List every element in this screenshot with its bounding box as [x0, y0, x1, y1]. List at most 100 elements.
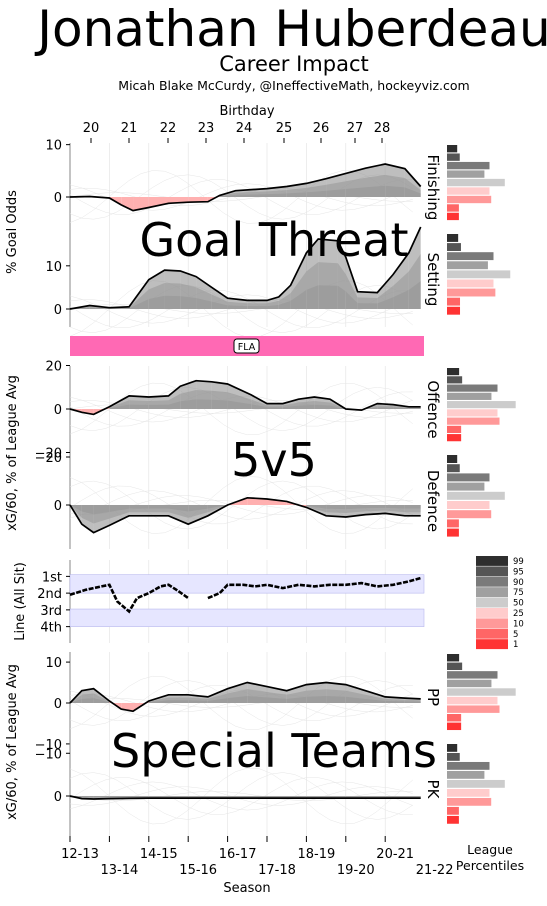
percentile-histogram-bar: [447, 688, 516, 696]
percentile-histogram-bar: [447, 779, 505, 788]
birthday-tick-label: 23: [198, 121, 215, 136]
percentile-histogram-bar: [447, 806, 459, 815]
background-percentile-line: [69, 290, 413, 329]
line-tick-label: 2nd: [37, 587, 62, 602]
legend-swatch: [476, 576, 508, 587]
season-tick-label: 16-17: [219, 847, 257, 862]
positive-band: [129, 505, 149, 516]
percentile-histogram-bar: [447, 788, 490, 797]
section-label-5v5: 5v5: [231, 433, 317, 487]
percentile-histogram-bar: [447, 376, 463, 384]
birthday-tick-label: 24: [236, 121, 253, 136]
negative-band: [121, 197, 134, 211]
legend-level-label: 25: [513, 609, 524, 619]
percentile-histogram-bar: [447, 714, 462, 722]
y-tick-label: 10: [45, 139, 62, 154]
positive-band: [148, 270, 165, 309]
positive-band: [196, 380, 212, 409]
percentile-histogram-bar: [447, 243, 461, 252]
y-tick-label: 20: [45, 360, 62, 375]
season-tick-label: 21-22: [416, 863, 454, 878]
positive-band: [251, 394, 267, 409]
line-deployment-series: [207, 576, 422, 600]
chart-subtitle: Career Impact: [219, 52, 368, 76]
positive-band: [81, 688, 94, 703]
impact-series-line: [69, 163, 422, 212]
percentile-histogram-bar: [447, 409, 498, 417]
birthday-tick-label: 20: [83, 121, 100, 136]
background-percentile-line: [69, 179, 413, 215]
percentile-histogram-bar: [447, 722, 462, 731]
percentile-histogram-bar: [447, 401, 516, 409]
background-percentile-line: [69, 280, 413, 338]
positive-band: [337, 240, 346, 309]
legend-level-label: 75: [513, 588, 524, 598]
positive-band: [345, 684, 366, 703]
panel-side-label: Finishing: [424, 155, 442, 221]
percentile-histogram-bar: [447, 368, 460, 376]
season-tick-label: 19-20: [337, 863, 375, 878]
percentile-histogram-bar: [447, 455, 458, 463]
y-tick-label: 0: [54, 303, 62, 318]
panel-side-label: Offence: [424, 380, 442, 438]
positive-band: [188, 505, 208, 525]
positive-band: [227, 383, 252, 409]
percentile-histogram-bar: [447, 187, 490, 195]
percentile-histogram-bar: [447, 279, 494, 288]
percentile-histogram-bar: [447, 752, 460, 761]
legend-level-label: 50: [513, 599, 524, 609]
positive-band: [168, 386, 181, 409]
season-tick-label: 12-13: [61, 847, 99, 862]
percentile-histogram-bar: [447, 261, 488, 270]
positive-band: [404, 168, 421, 197]
positive-band: [365, 164, 386, 197]
percentile-histogram-bar: [447, 178, 505, 187]
percentile-histogram-bar: [447, 501, 490, 509]
positive-band: [345, 168, 366, 197]
percentile-histogram-bar: [447, 392, 492, 400]
legend-swatch: [476, 556, 508, 566]
percentile-histogram-bar: [447, 425, 462, 433]
positive-band: [278, 285, 291, 309]
y-axis-label: xG/60, % of League Avg: [5, 375, 20, 531]
y-tick-label: 0: [54, 790, 62, 805]
season-tick-label: 20-21: [376, 847, 414, 862]
percentile-histogram-bar: [447, 671, 498, 679]
y-tick-label: 0: [54, 697, 62, 712]
y-tick-label: 0: [54, 403, 62, 418]
percentile-histogram-bar: [447, 270, 511, 279]
background-percentile-line: [69, 781, 413, 811]
positive-band: [306, 682, 327, 703]
positive-band: [357, 291, 378, 309]
positive-band: [318, 239, 338, 309]
positive-band: [306, 239, 319, 309]
positive-band: [164, 270, 181, 309]
percentile-histogram-bar: [447, 510, 492, 519]
line-tick-label: 1st: [42, 570, 62, 585]
positive-band: [393, 252, 409, 309]
legend-level-label: 10: [513, 619, 524, 629]
positive-band: [314, 397, 331, 409]
positive-band: [404, 505, 421, 516]
percentile-histogram-bar: [447, 306, 461, 315]
background-percentile-line: [69, 382, 413, 436]
legend-level-label: 90: [513, 578, 524, 588]
positive-band: [377, 274, 394, 309]
percentile-histogram-bar: [447, 195, 492, 204]
birthday-tick-label: 25: [276, 121, 293, 136]
negative-band: [133, 197, 149, 211]
percentile-histogram-bar: [447, 297, 461, 306]
impact-series-line: [69, 681, 421, 713]
negative-band: [188, 197, 208, 203]
impact-series-line: [69, 379, 421, 416]
season-tick-label: 17-18: [258, 863, 296, 878]
positive-band: [385, 164, 405, 197]
positive-band: [290, 252, 307, 309]
negative-band: [148, 197, 169, 208]
panel-side-label: Setting: [424, 253, 442, 307]
legend-level-label: 95: [513, 567, 524, 577]
positive-band: [306, 178, 327, 197]
y-tick-label: −20: [35, 447, 62, 462]
